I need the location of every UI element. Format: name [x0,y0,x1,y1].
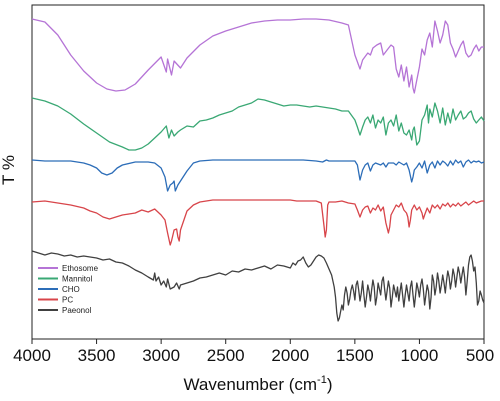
series-line-pc [31,199,484,246]
series-line-cho [31,159,485,192]
x-tick-label: 500 [466,346,494,365]
series-line-mannitol [31,97,485,151]
x-tick-label: 4000 [13,346,51,365]
series-line-ethosome [31,18,484,94]
legend-label-pc: PC [62,296,73,305]
plot-frame [31,4,485,340]
legend-label-cho: CHO [62,285,80,294]
legend-label-mannitol: Mannitol [62,275,92,284]
x-axis-title-superscript: -1 [317,374,327,386]
x-axis-title: Wavenumber (cm-1) [184,374,333,394]
series-line-paeonol [31,250,485,322]
x-tick-label: 3500 [78,346,116,365]
y-axis-title: T % [0,155,18,185]
series-layer [31,18,485,322]
x-axis-ticks: 4000 3500 3000 2500 2000 1500 1000 500 [13,339,494,365]
legend-label-ethosome: Ethosome [62,264,99,273]
x-tick-label: 2500 [207,346,245,365]
x-tick-label: 1500 [336,346,374,365]
x-tick-label: 2000 [271,346,309,365]
legend-label-paeonol: Paeonol [62,306,92,315]
x-axis-title-close: ) [327,375,333,394]
x-tick-label: 3000 [142,346,180,365]
x-axis-title-main: Wavenumber (cm [184,375,318,394]
x-tick-label: 1000 [401,346,439,365]
